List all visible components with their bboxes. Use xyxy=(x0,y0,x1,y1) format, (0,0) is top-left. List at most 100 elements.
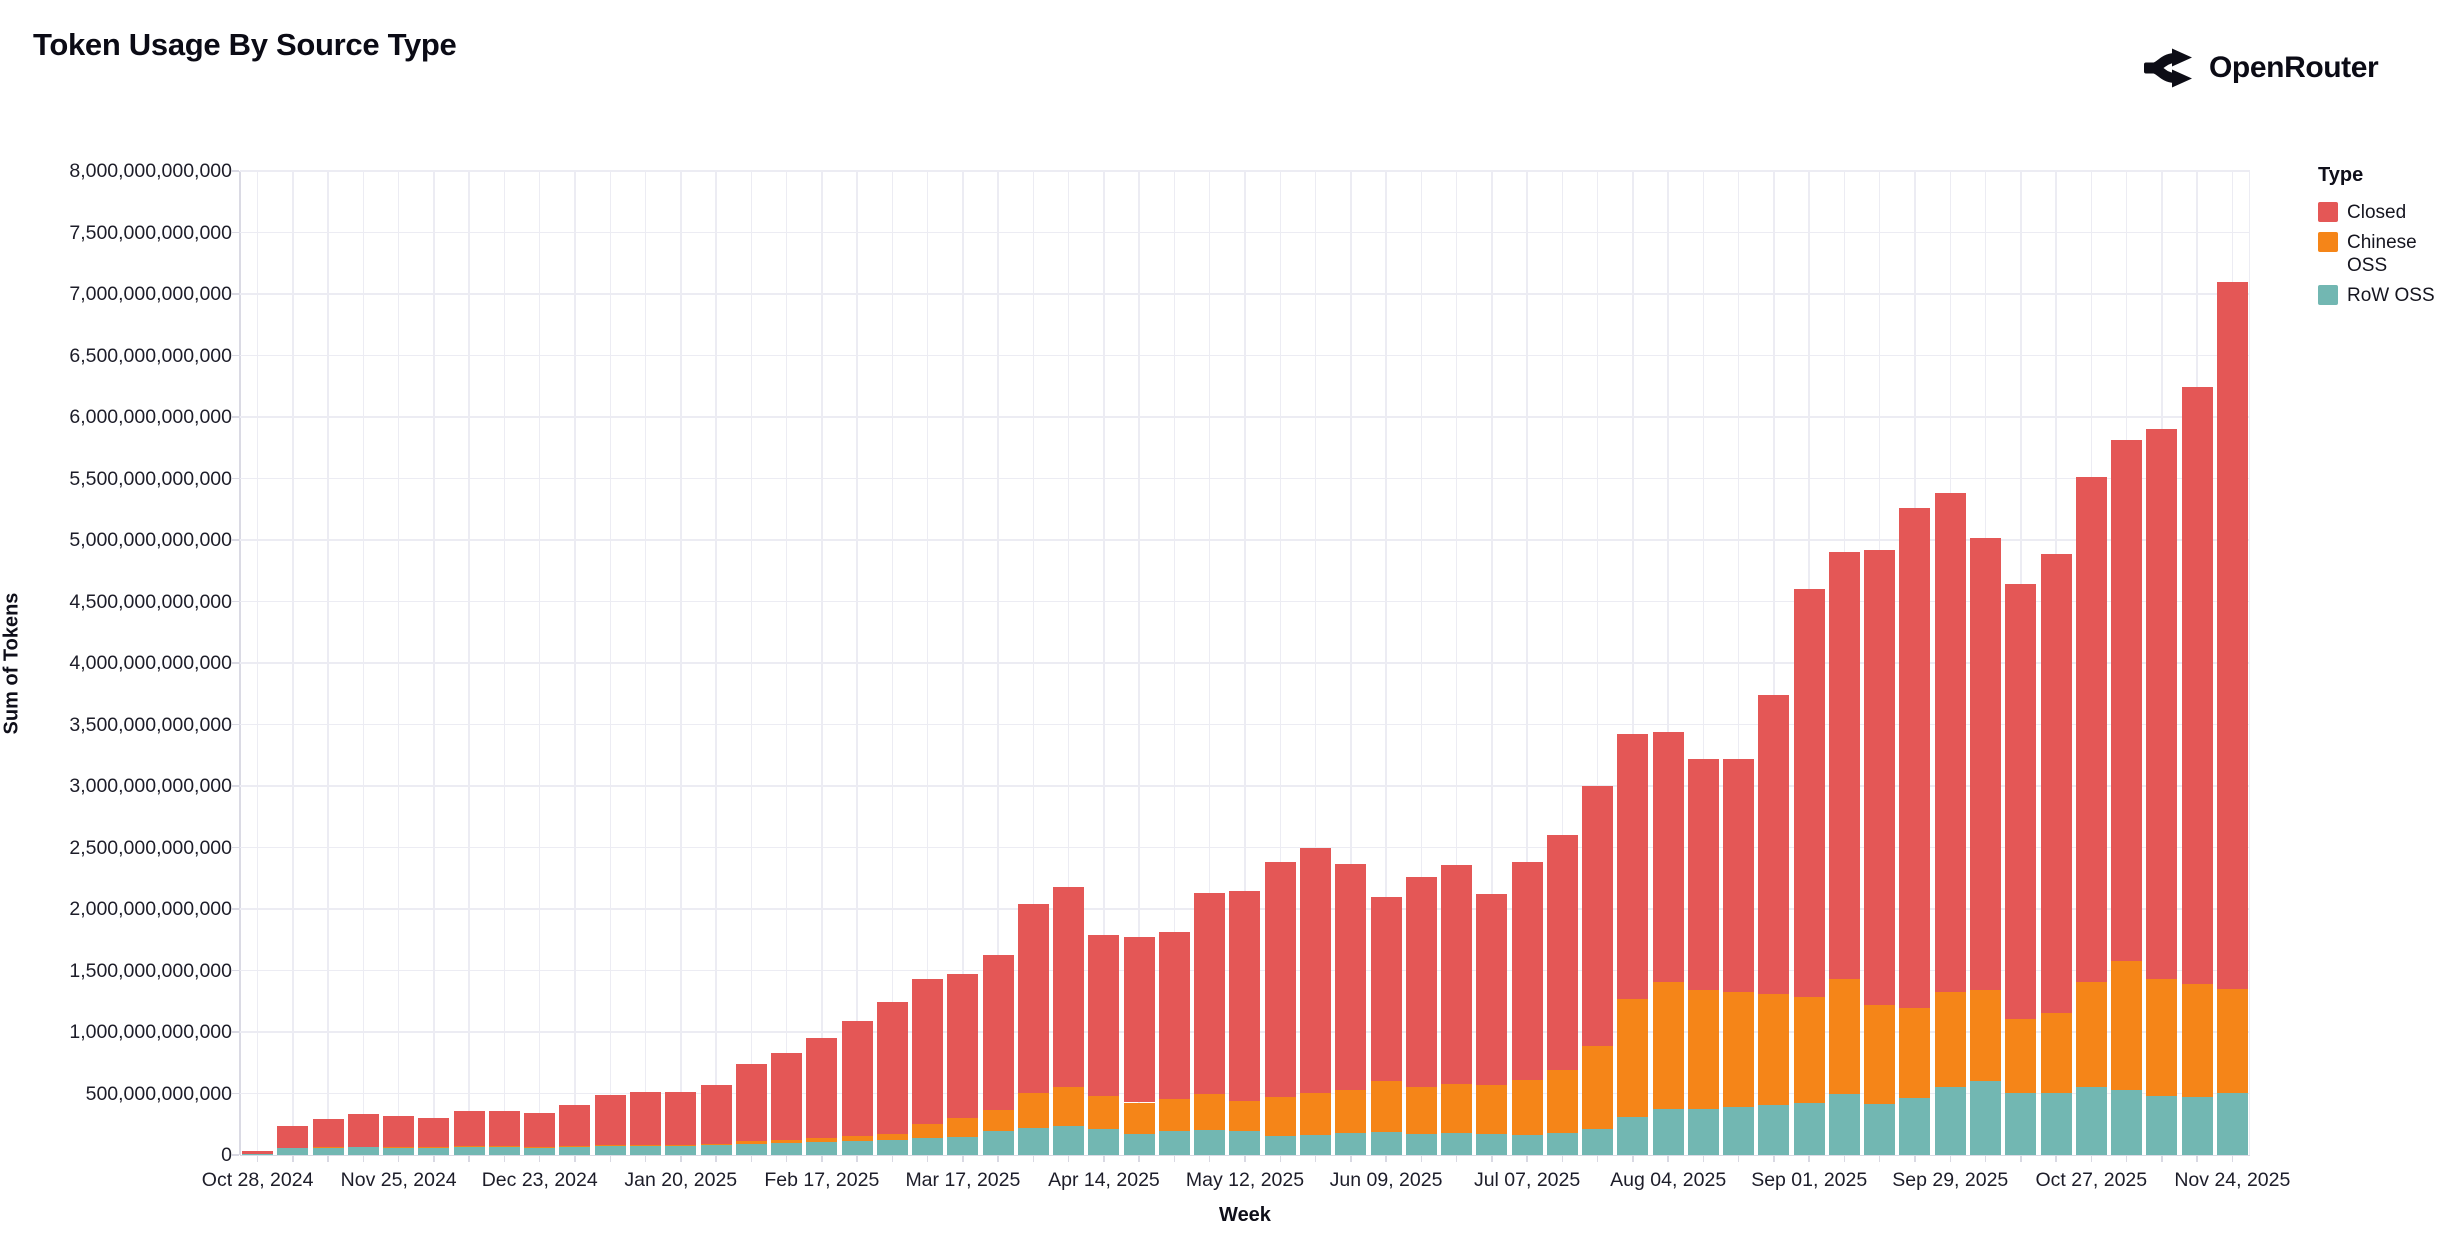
bar-segment-closed[interactable] xyxy=(1405,877,1437,1087)
bar-segment-closed[interactable] xyxy=(1582,786,1614,1046)
bar-segment-chinese-oss[interactable] xyxy=(1264,1097,1296,1136)
bar-segment-row-oss[interactable] xyxy=(1476,1133,1508,1155)
bar-segment-closed[interactable] xyxy=(2075,477,2107,982)
bar-segment-row-oss[interactable] xyxy=(841,1141,873,1155)
bar-segment-chinese-oss[interactable] xyxy=(524,1146,556,1148)
bar-segment-closed[interactable] xyxy=(2040,553,2072,1014)
bar-segment-chinese-oss[interactable] xyxy=(1687,989,1719,1109)
bar-segment-chinese-oss[interactable] xyxy=(1758,994,1790,1105)
bar-segment-chinese-oss[interactable] xyxy=(1476,1085,1508,1134)
bar-segment-closed[interactable] xyxy=(947,974,979,1119)
bar-segment-closed[interactable] xyxy=(383,1115,415,1147)
bar-segment-chinese-oss[interactable] xyxy=(2075,981,2107,1088)
bar-segment-row-oss[interactable] xyxy=(1934,1086,1966,1155)
bar-segment-closed[interactable] xyxy=(1476,894,1508,1086)
bar-segment-chinese-oss[interactable] xyxy=(347,1146,379,1148)
bar-segment-row-oss[interactable] xyxy=(2216,1093,2248,1155)
bar-segment-chinese-oss[interactable] xyxy=(700,1143,732,1146)
bar-segment-closed[interactable] xyxy=(700,1084,732,1144)
bar-segment-closed[interactable] xyxy=(2216,281,2248,990)
bar-segment-row-oss[interactable] xyxy=(1864,1103,1896,1155)
bar-segment-chinese-oss[interactable] xyxy=(2146,979,2178,1097)
bar-segment-row-oss[interactable] xyxy=(1194,1129,1226,1155)
bar-segment-row-oss[interactable] xyxy=(982,1130,1014,1155)
bar-segment-chinese-oss[interactable] xyxy=(2216,989,2248,1094)
bar-segment-chinese-oss[interactable] xyxy=(1405,1086,1437,1134)
bar-segment-chinese-oss[interactable] xyxy=(559,1146,591,1148)
bar-segment-chinese-oss[interactable] xyxy=(1793,997,1825,1104)
bar-segment-chinese-oss[interactable] xyxy=(1652,981,1684,1109)
bar-segment-row-oss[interactable] xyxy=(1370,1131,1402,1155)
bar-segment-closed[interactable] xyxy=(1934,493,1966,992)
bar-segment-row-oss[interactable] xyxy=(2075,1087,2107,1155)
bar-segment-row-oss[interactable] xyxy=(771,1142,803,1155)
bar-segment-row-oss[interactable] xyxy=(1582,1129,1614,1155)
bar-segment-row-oss[interactable] xyxy=(1723,1107,1755,1155)
bar-segment-chinese-oss[interactable] xyxy=(453,1146,485,1148)
bar-segment-row-oss[interactable] xyxy=(1053,1125,1085,1155)
bar-segment-closed[interactable] xyxy=(1687,758,1719,990)
bar-segment-closed[interactable] xyxy=(771,1052,803,1140)
bar-segment-closed[interactable] xyxy=(1970,537,2002,990)
bar-segment-chinese-oss[interactable] xyxy=(2181,984,2213,1098)
bar-segment-closed[interactable] xyxy=(242,1151,274,1154)
bar-segment-closed[interactable] xyxy=(1229,890,1261,1101)
bar-segment-closed[interactable] xyxy=(347,1113,379,1147)
bar-segment-closed[interactable] xyxy=(912,979,944,1125)
bar-segment-row-oss[interactable] xyxy=(312,1147,344,1155)
bar-segment-row-oss[interactable] xyxy=(1546,1132,1578,1155)
bar-segment-row-oss[interactable] xyxy=(1441,1132,1473,1155)
bar-segment-closed[interactable] xyxy=(559,1105,591,1147)
bar-segment-chinese-oss[interactable] xyxy=(418,1146,450,1148)
bar-segment-closed[interactable] xyxy=(1158,932,1190,1100)
bar-segment-closed[interactable] xyxy=(1053,886,1085,1087)
bar-segment-closed[interactable] xyxy=(806,1038,838,1138)
bar-segment-row-oss[interactable] xyxy=(1793,1103,1825,1155)
bar-segment-closed[interactable] xyxy=(1441,864,1473,1085)
bar-segment-closed[interactable] xyxy=(1017,904,1049,1094)
bar-segment-chinese-oss[interactable] xyxy=(947,1118,979,1137)
bar-segment-row-oss[interactable] xyxy=(524,1147,556,1155)
bar-segment-closed[interactable] xyxy=(1088,934,1120,1096)
bar-segment-row-oss[interactable] xyxy=(2181,1097,2213,1155)
bar-segment-closed[interactable] xyxy=(1793,589,1825,998)
bar-segment-row-oss[interactable] xyxy=(347,1147,379,1155)
bar-segment-chinese-oss[interactable] xyxy=(876,1134,908,1140)
bar-segment-chinese-oss[interactable] xyxy=(1335,1090,1367,1133)
bar-segment-chinese-oss[interactable] xyxy=(1158,1099,1190,1131)
bar-segment-row-oss[interactable] xyxy=(1511,1135,1543,1155)
bar-segment-row-oss[interactable] xyxy=(1088,1129,1120,1155)
bar-segment-closed[interactable] xyxy=(630,1091,662,1145)
bar-segment-closed[interactable] xyxy=(1123,937,1155,1103)
bar-segment-closed[interactable] xyxy=(1264,862,1296,1098)
bar-segment-chinese-oss[interactable] xyxy=(1970,989,2002,1082)
legend-item-row-oss[interactable]: RoW OSS xyxy=(2318,284,2454,307)
bar-segment-closed[interactable] xyxy=(665,1092,697,1145)
bar-segment-closed[interactable] xyxy=(2181,387,2213,985)
bar-segment-closed[interactable] xyxy=(453,1110,485,1147)
bar-segment-row-oss[interactable] xyxy=(947,1136,979,1155)
bar-segment-chinese-oss[interactable] xyxy=(1723,991,1755,1108)
bar-segment-row-oss[interactable] xyxy=(735,1143,767,1155)
bar-segment-chinese-oss[interactable] xyxy=(488,1146,520,1148)
bar-segment-chinese-oss[interactable] xyxy=(312,1146,344,1148)
bar-segment-chinese-oss[interactable] xyxy=(1511,1080,1543,1136)
bar-segment-chinese-oss[interactable] xyxy=(1899,1008,1931,1099)
bar-segment-closed[interactable] xyxy=(1828,552,1860,980)
bar-segment-chinese-oss[interactable] xyxy=(1617,999,1649,1118)
bar-segment-chinese-oss[interactable] xyxy=(383,1146,415,1148)
bar-segment-row-oss[interactable] xyxy=(1899,1098,1931,1155)
bar-segment-closed[interactable] xyxy=(594,1094,626,1145)
bar-segment-row-oss[interactable] xyxy=(806,1141,838,1155)
bar-segment-chinese-oss[interactable] xyxy=(982,1109,1014,1131)
bar-segment-closed[interactable] xyxy=(876,1002,908,1135)
bar-segment-chinese-oss[interactable] xyxy=(1441,1084,1473,1133)
bar-segment-row-oss[interactable] xyxy=(1405,1133,1437,1155)
bar-segment-chinese-oss[interactable] xyxy=(771,1139,803,1143)
bar-segment-row-oss[interactable] xyxy=(1229,1130,1261,1155)
bar-segment-row-oss[interactable] xyxy=(594,1146,626,1155)
bar-segment-closed[interactable] xyxy=(1370,896,1402,1082)
bar-segment-chinese-oss[interactable] xyxy=(1088,1095,1120,1130)
bar-segment-closed[interactable] xyxy=(524,1112,556,1147)
bar-segment-closed[interactable] xyxy=(1899,508,1931,1009)
